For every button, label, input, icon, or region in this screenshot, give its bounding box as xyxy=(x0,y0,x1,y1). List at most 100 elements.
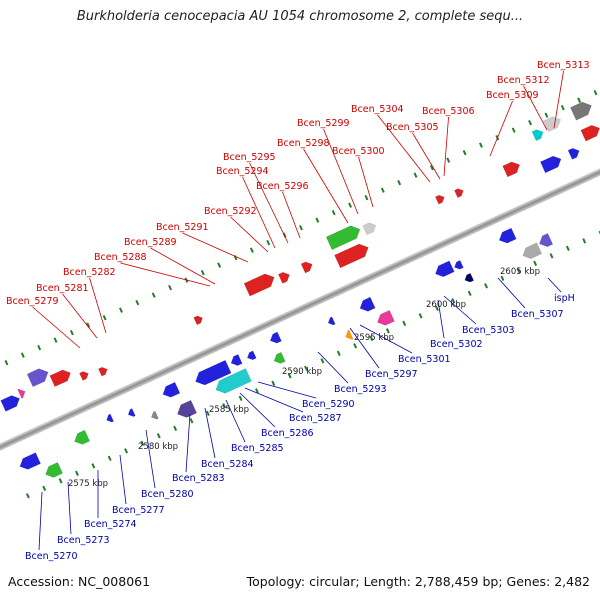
lower-track-tick xyxy=(500,275,505,282)
upper-track-tick xyxy=(577,97,582,103)
upper-track-tick xyxy=(560,104,565,111)
lower-track-tick xyxy=(107,455,112,462)
gene-block xyxy=(273,351,286,364)
gene-shape xyxy=(334,243,369,269)
upper-track-tick xyxy=(331,209,336,216)
leader-line xyxy=(358,156,374,208)
gene-shape xyxy=(345,329,354,340)
gene-block xyxy=(193,315,203,326)
gene-shape xyxy=(359,296,376,312)
gene-shape xyxy=(278,271,290,284)
lower-track-tick xyxy=(222,403,227,409)
leader-line xyxy=(120,262,211,287)
gene-shape xyxy=(543,116,561,133)
lower-track-tick xyxy=(304,365,309,372)
lower-track-tick xyxy=(549,253,554,259)
gene-shape xyxy=(45,462,63,478)
gene-label-upper: Bcen_5288 xyxy=(94,252,147,263)
upper-track-tick xyxy=(20,352,25,358)
gene-label-lower: Bcen_5274 xyxy=(84,519,137,530)
gene-shape xyxy=(362,222,377,236)
gene-block xyxy=(98,366,108,377)
gene-block xyxy=(17,388,26,399)
leader-line xyxy=(359,324,413,354)
scale-label: 2575 kbp xyxy=(68,479,108,489)
lower-track-tick xyxy=(140,440,145,447)
gene-label-lower: Bcen_5287 xyxy=(289,413,342,424)
gene-block xyxy=(377,309,395,326)
lower-track-tick xyxy=(565,245,570,252)
leader-line xyxy=(182,232,249,263)
upper-track-tick xyxy=(151,292,156,298)
gene-block xyxy=(49,369,71,387)
upper-track-tick xyxy=(348,202,353,208)
gene-shape xyxy=(435,194,445,205)
leader-line xyxy=(412,132,441,180)
gene-label-upper: Bcen_5305 xyxy=(386,122,439,133)
upper-track-tick xyxy=(413,172,418,178)
leader-line xyxy=(547,277,562,293)
gene-shape xyxy=(325,225,361,251)
scale-label: 2595 kbp xyxy=(354,333,394,343)
gene-block xyxy=(243,273,275,297)
gene-shape xyxy=(106,413,114,423)
gene-label-upper: Bcen_5312 xyxy=(497,75,550,86)
gene-shape xyxy=(454,188,464,198)
upper-track-tick xyxy=(217,262,222,268)
leader-line xyxy=(257,381,317,399)
gene-shape xyxy=(195,359,232,386)
leader-line xyxy=(523,85,548,131)
gene-block xyxy=(127,408,136,417)
upper-track-tick xyxy=(266,239,271,246)
leader-line xyxy=(443,295,477,325)
lower-track-tick xyxy=(189,418,194,424)
leader-line xyxy=(67,481,72,535)
gene-label-upper: Bcen_5313 xyxy=(537,60,590,71)
lower-track-tick xyxy=(320,358,325,364)
gene-label-lower: ispH xyxy=(554,293,575,304)
lower-track-tick xyxy=(418,313,423,319)
gene-label-lower: Bcen_5307 xyxy=(511,309,564,320)
gene-shape xyxy=(151,410,159,420)
gene-shape xyxy=(193,315,203,326)
scale-label: 2605 kbp xyxy=(500,267,540,277)
gene-block xyxy=(464,272,475,283)
upper-track-tick xyxy=(53,337,58,343)
lower-track-tick xyxy=(516,268,521,274)
leader-line xyxy=(89,277,107,334)
upper-track-tick xyxy=(37,344,42,351)
upper-track-tick xyxy=(462,149,467,156)
gene-label-lower: Bcen_5285 xyxy=(231,443,284,454)
gene-shape xyxy=(300,261,313,274)
gene-label-upper: Bcen_5295 xyxy=(223,152,276,163)
gene-block xyxy=(543,116,561,133)
gene-block xyxy=(359,296,376,312)
leader-line xyxy=(145,429,156,489)
gene-block xyxy=(502,161,521,178)
gene-block xyxy=(345,329,354,340)
gene-block xyxy=(19,452,41,470)
gene-block xyxy=(334,243,369,269)
gene-shape xyxy=(435,260,455,278)
upper-track-tick xyxy=(364,194,369,201)
leader-line xyxy=(553,70,564,129)
gene-block xyxy=(269,331,282,344)
gene-label-upper: Bcen_5298 xyxy=(277,138,330,149)
gene-block xyxy=(79,371,89,381)
leader-line xyxy=(62,293,98,339)
upper-track-tick xyxy=(69,329,74,336)
upper-track-tick xyxy=(119,307,123,313)
gene-shape xyxy=(98,366,108,377)
gene-block xyxy=(570,101,592,121)
gene-block xyxy=(454,188,464,198)
gene-block xyxy=(362,222,377,236)
gene-label-upper: Bcen_5300 xyxy=(332,146,385,157)
gene-label-lower: Bcen_5293 xyxy=(334,384,387,395)
scale-label: 2580 kbp xyxy=(138,442,178,452)
upper-track-tick xyxy=(380,187,385,193)
gene-shape xyxy=(522,242,543,259)
backbone-bar xyxy=(0,139,600,455)
upper-track-tick xyxy=(544,112,549,118)
leader-line xyxy=(497,277,526,309)
